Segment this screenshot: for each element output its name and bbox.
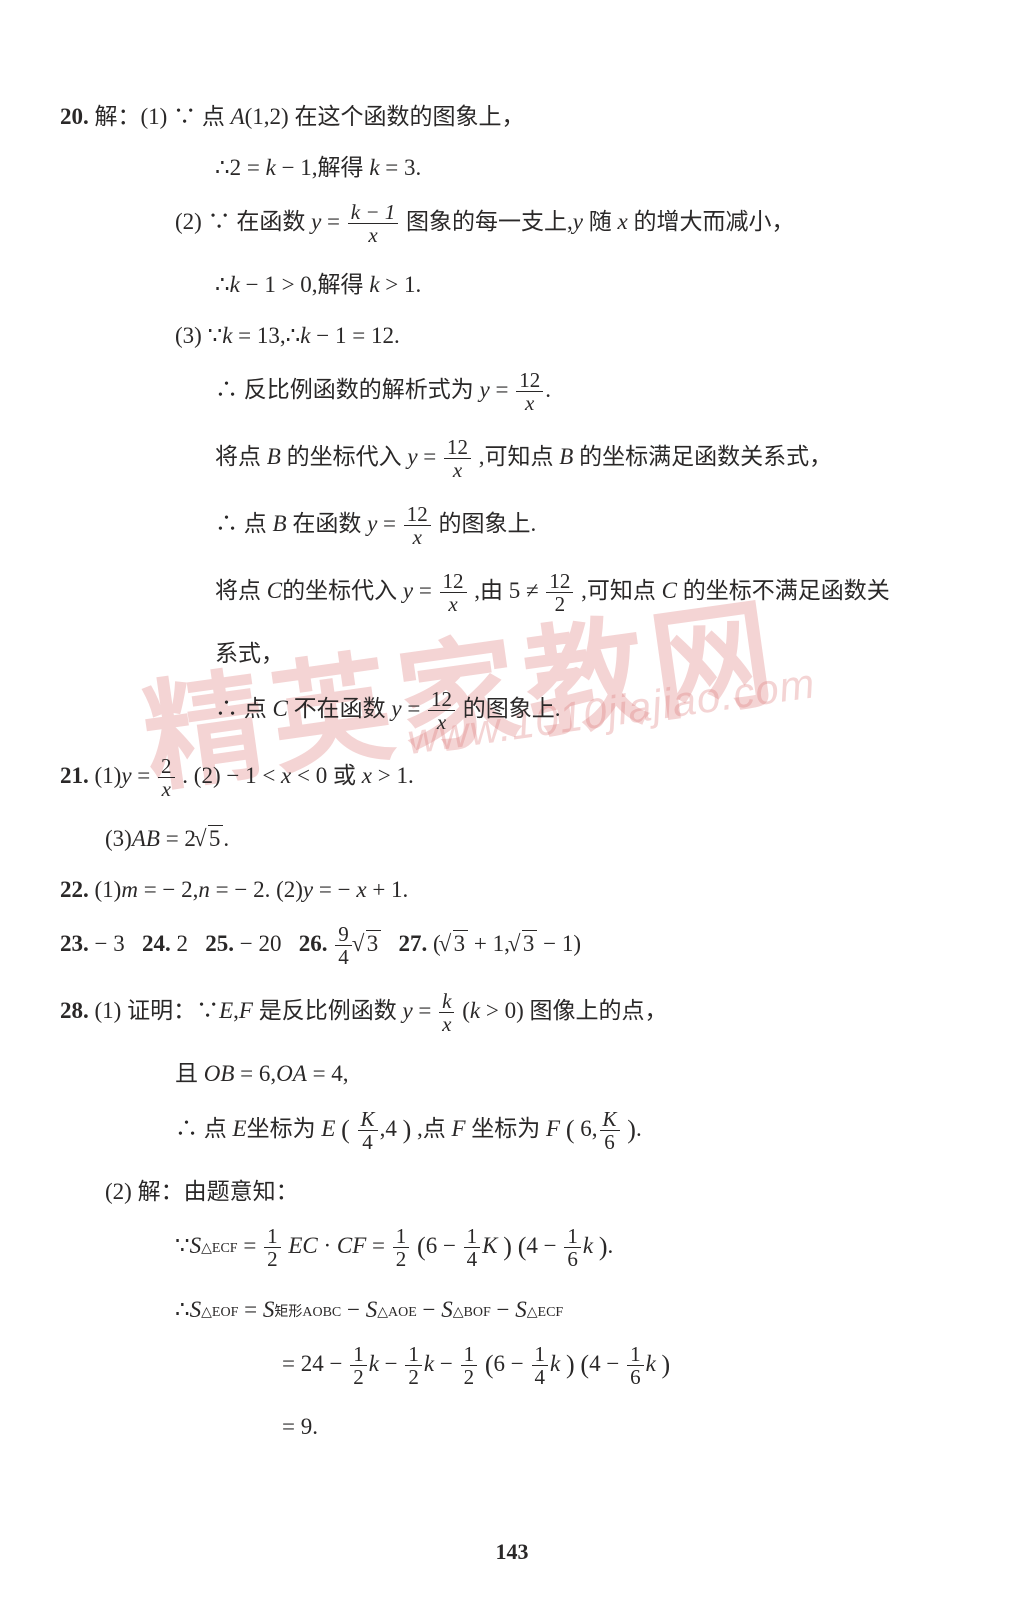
q20-line8: ∴ 点 B 在函数 y = 12x 的图象上. [60, 503, 964, 548]
q20-line5: (3) ∵k = 13,∴k − 1 = 12. [60, 319, 964, 354]
q28-line6: ∴S△EOF = S矩形AOBC − S△AOE − S△BOF − S△ECF [60, 1293, 964, 1328]
q20-line3: (2) ∵ 在函数 y = k − 1x 图象的每一支上,y 随 x 的增大而减… [60, 201, 964, 246]
content: 20. 解：(1) ∵ 点 A(1,2) 在这个函数的图象上， ∴2 = k −… [60, 100, 964, 1445]
q21-line1: 21. (1)y = 2x . (2) − 1 < x < 0 或 x > 1. [60, 755, 964, 800]
q20-line9: 将点 C的坐标代入 y = 12x ,由 5 ≠ 122 ,可知点 C 的坐标不… [60, 570, 964, 615]
q28-line3: ∴ 点 E坐标为 E ( K4,4 ) ,点 F 坐标为 F ( 6,K6 ). [60, 1108, 964, 1153]
q22-line1: 22. (1)m = − 2,n = − 2. (2)y = − x + 1. [60, 873, 964, 908]
q20-line2: ∴2 = k − 1,解得 k = 3. [60, 151, 964, 186]
q23-27-line: 23. − 3 24. 2 25. − 20 26. 943 27. (3 + … [60, 923, 964, 968]
q28-line1: 28. (1) 证明：∵E,F 是反比例函数 y = kx (k > 0) 图像… [60, 990, 964, 1035]
q20-num: 20. [60, 104, 89, 129]
q28-line7: = 24 − 12k − 12k − 12 (6 − 14k ) (4 − 16… [60, 1343, 964, 1388]
q28-line5: ∵S△ECF = 12 EC · CF = 12 (6 − 14K ) (4 −… [60, 1225, 964, 1270]
q20-line4: ∴k − 1 > 0,解得 k > 1. [60, 268, 964, 303]
page: 精英家教网 www.1010jiajiao.com 20. 解：(1) ∵ 点 … [0, 0, 1024, 1600]
q28-line8: = 9. [60, 1410, 964, 1445]
q28-line4: (2) 解：由题意知： [60, 1175, 964, 1210]
q21-line2: (3)AB = 25. [60, 822, 964, 857]
page-number: 143 [0, 1539, 1024, 1565]
q20-line11: ∴ 点 C 不在函数 y = 12x 的图象上. [60, 688, 964, 733]
q20-line10: 系式， [60, 637, 964, 672]
q20-line1: 20. 解：(1) ∵ 点 A(1,2) 在这个函数的图象上， [60, 100, 964, 135]
frac: k − 1x [348, 201, 399, 246]
q20-line6: ∴ 反比例函数的解析式为 y = 12x. [60, 369, 964, 414]
q28-line2: 且 OB = 6,OA = 4, [60, 1057, 964, 1092]
q20-line7: 将点 B 的坐标代入 y = 12x ,可知点 B 的坐标满足函数关系式， [60, 436, 964, 481]
